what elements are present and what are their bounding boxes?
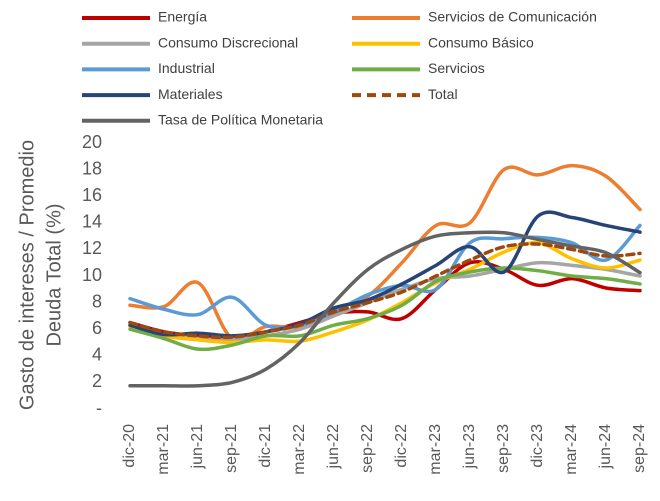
y-axis-title: Gasto de intereses / Promedio — [16, 140, 38, 410]
series-line — [128, 210, 642, 338]
y-tick-label: 4 — [92, 345, 102, 365]
x-tick-label: sep-22 — [359, 424, 376, 473]
legend-label: Servicios — [428, 60, 485, 76]
series-line — [128, 266, 642, 352]
legend-label: Consumo Discrecional — [158, 34, 298, 50]
y-axis-title: Deuda Total (%) — [43, 203, 65, 346]
legend-label: Total — [428, 86, 458, 102]
y-tick-label: 18 — [82, 158, 102, 178]
y-tick-label: - — [96, 398, 102, 418]
x-tick-label: jun-23 — [461, 424, 478, 470]
y-tick-label: 10 — [82, 265, 102, 285]
legend-label: Energía — [158, 9, 207, 25]
x-tick-label: dic-22 — [393, 424, 410, 468]
legend-label: Tasa de Política Monetaria — [158, 112, 323, 128]
legend-label: Consumo Básico — [428, 34, 534, 50]
x-tick-label: dic-21 — [257, 424, 274, 468]
x-tick-label: mar-24 — [563, 424, 580, 475]
series-line — [128, 223, 642, 330]
x-tick-label: mar-21 — [155, 424, 172, 475]
x-tick-label: jun-24 — [597, 424, 614, 470]
x-tick-label: sep-21 — [223, 424, 240, 473]
y-tick-label: 2 — [92, 371, 102, 391]
x-tick-label: jun-21 — [189, 424, 206, 470]
series-line — [128, 230, 642, 388]
series-line — [128, 260, 642, 342]
x-tick-label: sep-23 — [495, 424, 512, 473]
y-tick-label: 20 — [82, 132, 102, 152]
legend-label: Materiales — [158, 86, 223, 102]
x-tick-label: mar-22 — [291, 424, 308, 475]
x-tick-label: dic-23 — [529, 424, 546, 468]
legend-label: Servicios de Comunicación — [428, 9, 597, 25]
series-line — [128, 163, 642, 342]
y-tick-label: 6 — [92, 318, 102, 338]
legend-label: Industrial — [158, 60, 215, 76]
y-tick-label: 8 — [92, 291, 102, 311]
y-tick-label: 16 — [82, 185, 102, 205]
x-tick-label: mar-23 — [427, 424, 444, 475]
x-tick-label: jun-22 — [325, 424, 342, 470]
y-tick-label: 14 — [82, 212, 102, 232]
y-tick-label: 12 — [82, 238, 102, 258]
x-tick-label: dic-20 — [121, 424, 138, 468]
series-line — [128, 242, 642, 340]
x-tick-label: sep-24 — [631, 424, 648, 473]
